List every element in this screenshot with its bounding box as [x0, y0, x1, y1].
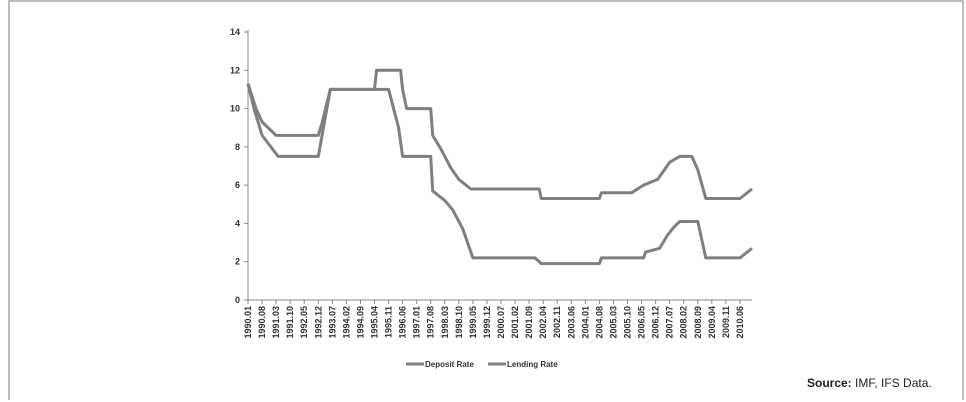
figure-frame: [8, 0, 964, 400]
x-tick-label: 1993.07: [327, 306, 337, 339]
x-tick-label: 1995.04: [370, 306, 380, 339]
x-tick-label: 2008.09: [693, 306, 703, 339]
source-note: Source: IMF, IFS Data.: [807, 376, 932, 390]
y-tick-label: 14: [230, 27, 240, 37]
x-tick-label: 1992.12: [313, 306, 323, 339]
series-line-lending-rate: [246, 68, 753, 200]
x-tick-label: 1998.03: [440, 306, 450, 339]
x-tick-label: 1991.03: [271, 306, 281, 339]
x-tick-label: 1992.05: [299, 306, 309, 339]
y-tick-label: 12: [230, 65, 240, 75]
y-tick-label: 10: [230, 104, 240, 114]
x-tick-label: 1996.06: [398, 306, 408, 339]
x-tick-label: 2002.11: [552, 306, 562, 338]
x-tick-label: 2000.07: [496, 306, 506, 339]
x-tick-label: 2001.09: [524, 306, 534, 339]
x-tick-label: 2006.12: [651, 306, 661, 339]
x-tick-label: 1990.08: [257, 306, 267, 339]
x-tick-label: 2003.06: [566, 306, 576, 339]
x-tick-label: 2004.01: [580, 306, 590, 339]
x-tick-label: 2005.10: [623, 306, 633, 339]
y-tick-label: 2: [235, 257, 240, 267]
y-tick-label: 0: [235, 295, 240, 305]
x-tick-label: 2010.06: [735, 306, 745, 339]
source-text: IMF, IFS Data.: [851, 376, 932, 390]
x-tick-label: 2002.04: [538, 306, 548, 339]
x-tick-label: 1991.10: [285, 306, 295, 339]
y-tick-label: 6: [235, 180, 240, 190]
x-tick-label: 1999.05: [468, 306, 478, 339]
x-tick-label: 2004.08: [594, 306, 604, 339]
source-label: Source:: [807, 376, 852, 390]
legend: Deposit Rate Lending Rate: [406, 360, 558, 369]
x-tick-label: 1997.08: [426, 306, 436, 339]
x-tick-label: 2006.05: [637, 306, 647, 339]
x-tick-label: 1994.02: [341, 306, 351, 339]
x-tick-label: 2005.03: [608, 306, 618, 339]
x-tick-label: 1997.01: [412, 306, 422, 339]
series-group: [246, 68, 753, 266]
x-tick-label: 2009.11: [721, 306, 731, 338]
y-tick-label: 8: [235, 142, 240, 152]
x-tick-label: 1990.01: [243, 306, 253, 339]
x-tick-label: 2001.02: [510, 306, 520, 339]
y-axis: 0 2 4 6 8 10 12 14: [230, 27, 249, 305]
x-tick-label: 1995.11: [384, 306, 394, 338]
legend-label-deposit-rate: Deposit Rate: [425, 360, 474, 369]
x-tick-label: 1998.10: [454, 306, 464, 339]
x-tick-label: 2009.04: [707, 306, 717, 339]
x-tick-label: 2007.07: [665, 306, 675, 339]
x-tick-label: 1999.12: [482, 306, 492, 339]
x-tick-label: 1994.09: [355, 306, 365, 339]
y-tick-label: 4: [235, 218, 240, 228]
x-tick-label: 2008.02: [679, 306, 689, 339]
x-axis: 1990.01 1990.08 1991.03 1991.10 1992.05 1992.…: [243, 299, 752, 339]
legend-label-lending-rate: Lending Rate: [507, 360, 558, 369]
